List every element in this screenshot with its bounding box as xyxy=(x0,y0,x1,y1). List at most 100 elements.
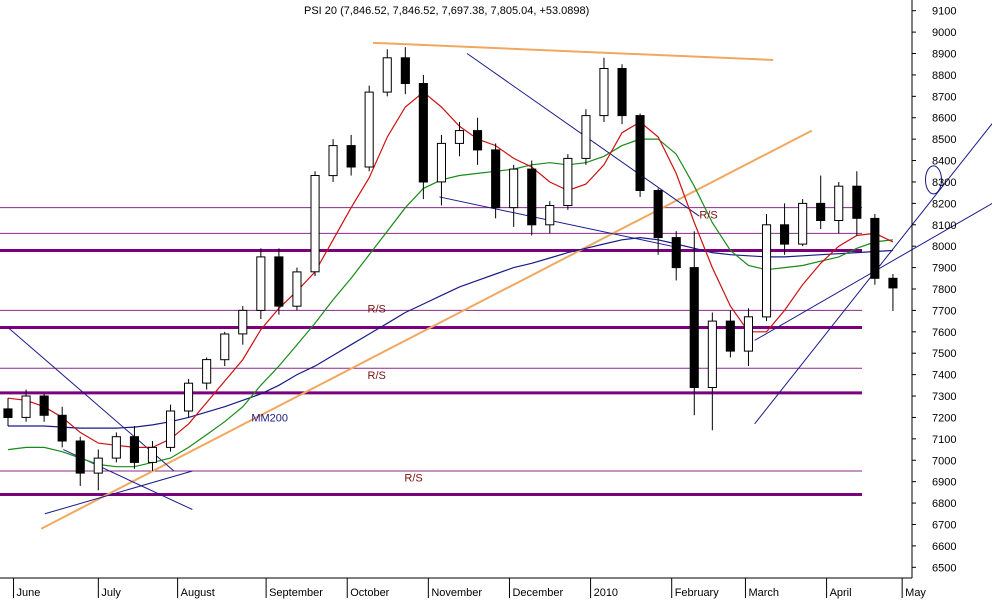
candle-body-28 xyxy=(509,168,519,209)
candle-body-44 xyxy=(798,202,808,245)
candle-body-46 xyxy=(834,185,844,221)
y-tick-label-26: 9100 xyxy=(932,6,956,18)
y-tick-label-5: 7000 xyxy=(932,455,956,467)
candle-body-34 xyxy=(617,68,627,117)
candle-body-41 xyxy=(743,316,754,352)
candle-body-17 xyxy=(310,175,320,273)
y-tick-label-6: 7100 xyxy=(932,434,956,446)
candle-body-5 xyxy=(93,457,103,474)
y-tick-label-13: 7800 xyxy=(932,284,956,296)
candle-body-11 xyxy=(202,359,212,384)
candle-body-16 xyxy=(292,271,302,307)
trend-line-5 xyxy=(754,202,992,341)
trend-line-8 xyxy=(44,470,193,515)
trend-line-0 xyxy=(372,41,774,61)
y-tick-label-8: 7300 xyxy=(932,391,956,403)
candle-body-37 xyxy=(671,237,681,269)
candle-body-30 xyxy=(545,205,555,226)
annotations: R/S R/S R/S R/S MM200 xyxy=(251,165,942,485)
candle-body-14 xyxy=(256,256,266,311)
month-label-1: July xyxy=(101,587,121,599)
month-label-0: June xyxy=(17,587,41,599)
month-label-2: August xyxy=(181,587,215,599)
ma200-label: MM200 xyxy=(251,413,288,425)
candle-body-47 xyxy=(852,185,862,219)
y-tick-label-0: 6500 xyxy=(932,562,956,574)
y-tick-label-16: 8100 xyxy=(932,220,956,232)
candle-body-4 xyxy=(75,440,85,474)
candle-body-42 xyxy=(762,224,772,318)
candle-body-40 xyxy=(725,320,735,352)
horizontal-levels xyxy=(0,207,862,497)
candle-body-27 xyxy=(491,149,501,209)
y-tick-label-17: 8200 xyxy=(932,198,956,210)
candle-body-43 xyxy=(780,224,790,245)
candle-body-25 xyxy=(454,130,464,144)
candle-body-19 xyxy=(346,145,356,168)
y-tick-label-3: 6800 xyxy=(932,498,956,510)
candle-body-26 xyxy=(473,130,483,151)
y-tick-label-9: 7400 xyxy=(932,370,956,382)
axes: 6500 6600 6700 6800 6900 7000 7100 7200 7300 7400… xyxy=(0,0,956,599)
rs-label-2: R/S xyxy=(368,370,386,382)
candle-body-35 xyxy=(635,115,645,191)
y-tick-label-20: 8500 xyxy=(932,134,956,146)
rs-label-3: R/S xyxy=(404,473,422,485)
candle-body-20 xyxy=(364,91,374,168)
candles xyxy=(3,47,898,491)
candle-body-22 xyxy=(400,57,410,84)
candle-body-45 xyxy=(816,202,826,221)
y-tick-label-10: 7500 xyxy=(932,348,956,360)
candle-body-12 xyxy=(220,333,230,361)
candle-body-33 xyxy=(599,68,609,117)
candle-body-8 xyxy=(147,446,157,463)
y-tick-label-21: 8600 xyxy=(932,113,956,125)
candle-body-18 xyxy=(328,145,338,177)
month-label-11: May xyxy=(905,587,926,599)
rs-label-0: R/S xyxy=(699,209,717,221)
candle-body-23 xyxy=(418,83,428,183)
candle-body-48 xyxy=(870,217,880,279)
y-tick-label-18: 8300 xyxy=(932,177,956,189)
month-label-5: November xyxy=(431,587,482,599)
trend-line-1 xyxy=(40,129,813,530)
candle-body-13 xyxy=(238,309,248,335)
month-label-4: October xyxy=(350,587,389,599)
y-tick-label-19: 8400 xyxy=(932,156,956,168)
candle-body-3 xyxy=(57,414,67,442)
y-tick-label-1: 6600 xyxy=(932,541,956,553)
candle-body-32 xyxy=(581,115,591,159)
candle-body-38 xyxy=(689,267,699,389)
candle-body-6 xyxy=(111,436,121,459)
month-label-6: December xyxy=(512,587,563,599)
candle-body-15 xyxy=(274,256,284,307)
month-label-9: March xyxy=(748,587,779,599)
y-tick-label-7: 7200 xyxy=(932,412,956,424)
candle-body-21 xyxy=(382,57,392,93)
y-tick-label-15: 8000 xyxy=(932,241,956,253)
candle-body-7 xyxy=(129,436,139,463)
candle-body-36 xyxy=(653,190,663,239)
candle-body-31 xyxy=(563,157,573,206)
rs-label-1: R/S xyxy=(368,304,386,316)
y-tick-label-2: 6700 xyxy=(932,519,956,531)
y-tick-label-25: 9000 xyxy=(932,27,956,39)
month-label-3: September xyxy=(269,587,323,599)
candle-body-39 xyxy=(707,320,717,389)
month-label-8: February xyxy=(675,587,720,599)
candle-body-29 xyxy=(527,168,537,226)
candle-body-49 xyxy=(888,277,898,289)
ma200-line xyxy=(8,236,893,429)
y-tick-label-12: 7700 xyxy=(932,305,956,317)
candle-body-2 xyxy=(39,395,49,416)
chart-title: PSI 20 (7,846.52, 7,846.52, 7,697.38, 7,… xyxy=(304,5,589,17)
candle-body-10 xyxy=(184,382,194,412)
month-label-7: 2010 xyxy=(594,587,618,599)
candle-body-0 xyxy=(3,408,13,418)
y-tick-label-24: 8900 xyxy=(932,49,956,61)
candle-body-24 xyxy=(436,142,446,183)
y-tick-label-11: 7600 xyxy=(932,327,956,339)
y-tick-label-23: 8800 xyxy=(932,70,956,82)
y-tick-label-4: 6900 xyxy=(932,477,956,489)
